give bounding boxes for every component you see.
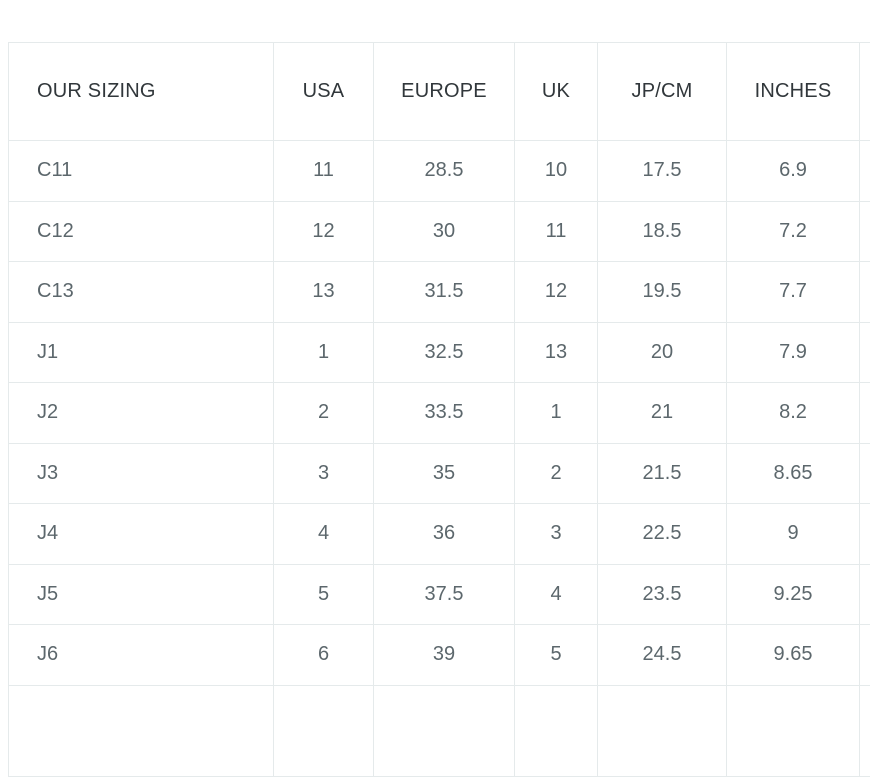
cell-jp-cm: 20 (598, 322, 727, 383)
table-row: J2 2 33.5 1 21 8.2 (9, 383, 870, 444)
table-row: C13 13 31.5 12 19.5 7.7 (9, 262, 870, 323)
cell-our-sizing: C11 (9, 141, 274, 202)
cell-europe: 32.5 (374, 322, 515, 383)
cell-jp-cm: 17.5 (598, 141, 727, 202)
cell-uk: 2 (515, 443, 598, 504)
cell-usa: 12 (274, 201, 374, 262)
cell-inches: 9.65 (727, 625, 860, 686)
cell-inches: 7.9 (727, 322, 860, 383)
column-header-our-sizing: OUR SIZING (9, 43, 274, 141)
cell-jp-cm (598, 685, 727, 776)
cell-inches: 7.2 (727, 201, 860, 262)
cell-europe: 36 (374, 504, 515, 565)
column-header-inches: INCHES (727, 43, 860, 141)
cell-inches: 8.65 (727, 443, 860, 504)
column-header-europe: EUROPE (374, 43, 515, 141)
table-row: J1 1 32.5 13 20 7.9 (9, 322, 870, 383)
size-chart-region: OUR SIZING USA EUROPE UK JP/CM INCHES C1… (8, 42, 870, 777)
cell-our-sizing: J1 (9, 322, 274, 383)
cell-uk: 10 (515, 141, 598, 202)
cell-usa: 3 (274, 443, 374, 504)
cell-clipped (860, 443, 870, 504)
table-header-row: OUR SIZING USA EUROPE UK JP/CM INCHES (9, 43, 870, 141)
cell-jp-cm: 21 (598, 383, 727, 444)
cell-jp-cm: 21.5 (598, 443, 727, 504)
cell-jp-cm: 18.5 (598, 201, 727, 262)
cell-our-sizing: J2 (9, 383, 274, 444)
cell-usa: 13 (274, 262, 374, 323)
cell-europe: 30 (374, 201, 515, 262)
cell-usa: 5 (274, 564, 374, 625)
size-conversion-table: OUR SIZING USA EUROPE UK JP/CM INCHES C1… (8, 42, 870, 777)
cell-europe: 39 (374, 625, 515, 686)
cell-usa: 6 (274, 625, 374, 686)
cell-our-sizing: C12 (9, 201, 274, 262)
cell-jp-cm: 22.5 (598, 504, 727, 565)
cell-usa: 2 (274, 383, 374, 444)
cell-clipped (860, 201, 870, 262)
cell-uk: 1 (515, 383, 598, 444)
cell-europe: 33.5 (374, 383, 515, 444)
column-header-uk: UK (515, 43, 598, 141)
cell-clipped (860, 625, 870, 686)
table-row: C11 11 28.5 10 17.5 6.9 (9, 141, 870, 202)
cell-our-sizing: J3 (9, 443, 274, 504)
table-row: J6 6 39 5 24.5 9.65 (9, 625, 870, 686)
cell-uk: 11 (515, 201, 598, 262)
cell-usa: 4 (274, 504, 374, 565)
cell-uk: 3 (515, 504, 598, 565)
cell-inches: 9.25 (727, 564, 860, 625)
table-row: J5 5 37.5 4 23.5 9.25 (9, 564, 870, 625)
cell-uk: 5 (515, 625, 598, 686)
cell-jp-cm: 19.5 (598, 262, 727, 323)
cell-our-sizing: J5 (9, 564, 274, 625)
cell-our-sizing (9, 685, 274, 776)
cell-usa (274, 685, 374, 776)
cell-usa: 11 (274, 141, 374, 202)
cell-jp-cm: 24.5 (598, 625, 727, 686)
table-row: C12 12 30 11 18.5 7.2 (9, 201, 870, 262)
cell-europe (374, 685, 515, 776)
cell-uk: 12 (515, 262, 598, 323)
cell-our-sizing: J4 (9, 504, 274, 565)
cell-clipped (860, 262, 870, 323)
table-row: J3 3 35 2 21.5 8.65 (9, 443, 870, 504)
table-row-empty (9, 685, 870, 776)
cell-clipped (860, 383, 870, 444)
cell-europe: 28.5 (374, 141, 515, 202)
cell-clipped (860, 322, 870, 383)
cell-uk: 13 (515, 322, 598, 383)
cell-inches: 6.9 (727, 141, 860, 202)
column-header-jp-cm: JP/CM (598, 43, 727, 141)
column-header-usa: USA (274, 43, 374, 141)
cell-inches: 7.7 (727, 262, 860, 323)
cell-inches: 8.2 (727, 383, 860, 444)
cell-europe: 31.5 (374, 262, 515, 323)
cell-usa: 1 (274, 322, 374, 383)
column-header-clipped (860, 43, 870, 141)
cell-uk (515, 685, 598, 776)
cell-clipped (860, 504, 870, 565)
cell-uk: 4 (515, 564, 598, 625)
cell-inches (727, 685, 860, 776)
cell-europe: 35 (374, 443, 515, 504)
cell-inches: 9 (727, 504, 860, 565)
table-row: J4 4 36 3 22.5 9 (9, 504, 870, 565)
cell-our-sizing: C13 (9, 262, 274, 323)
cell-clipped (860, 141, 870, 202)
cell-clipped (860, 685, 870, 776)
cell-clipped (860, 564, 870, 625)
cell-jp-cm: 23.5 (598, 564, 727, 625)
cell-our-sizing: J6 (9, 625, 274, 686)
cell-europe: 37.5 (374, 564, 515, 625)
